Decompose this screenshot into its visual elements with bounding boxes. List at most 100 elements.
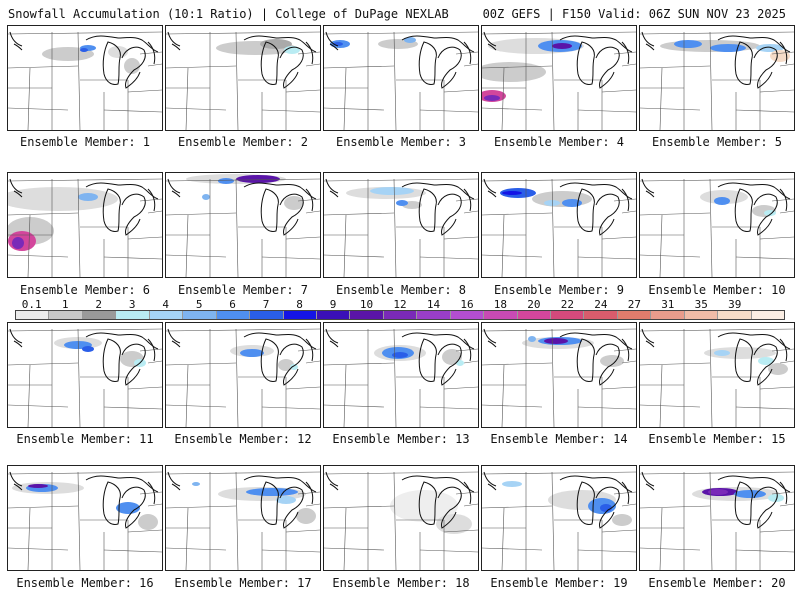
state-boundary	[640, 404, 701, 408]
state-boundary	[261, 406, 320, 410]
coastline	[559, 182, 633, 200]
coastline	[401, 182, 475, 200]
colorbar-swatch	[584, 311, 618, 319]
coastline	[171, 190, 181, 198]
snowfall-area	[202, 194, 210, 200]
great-lakes-outline	[167, 178, 317, 236]
snowfall-area	[116, 502, 140, 514]
state-boundary	[482, 547, 543, 551]
state-boundary	[601, 386, 636, 390]
state-boundary	[324, 65, 395, 69]
coastline	[595, 343, 620, 386]
colorbar-label: 9	[329, 298, 337, 311]
coastline	[576, 338, 595, 382]
map-panel-member-2	[165, 25, 321, 131]
snowfall-shading	[660, 40, 790, 62]
great-lakes-outline	[641, 328, 791, 386]
state-boundary	[779, 63, 794, 67]
colorbar-label: 5	[195, 298, 203, 311]
state-boundary	[463, 360, 478, 364]
map-panel-member-3	[323, 25, 479, 131]
state-boundary	[640, 505, 711, 509]
snowfall-area	[734, 490, 766, 498]
map-svg	[640, 178, 794, 277]
state-boundary	[147, 210, 162, 214]
state-boundary	[235, 328, 239, 427]
state-boundary	[166, 107, 227, 111]
state-boundaries	[324, 328, 478, 427]
state-boundary	[103, 256, 162, 260]
state-boundary	[577, 549, 636, 553]
state-boundary	[297, 348, 320, 352]
snowfall-area	[260, 39, 292, 49]
state-boundary	[640, 328, 794, 332]
member-13-caption: Ensemble Member: 13	[332, 432, 470, 446]
coastline	[167, 471, 181, 487]
snowfall-area	[714, 197, 730, 205]
state-boundary	[551, 31, 555, 130]
member-1-caption: Ensemble Member: 1	[19, 135, 151, 149]
state-boundary	[127, 236, 162, 240]
map-panel-member-16	[7, 465, 163, 571]
coastline	[243, 332, 317, 350]
state-boundary	[103, 549, 162, 553]
state-boundary	[235, 31, 239, 130]
colorbar-label: 3	[128, 298, 136, 311]
coastline	[243, 475, 317, 493]
state-boundary	[166, 362, 237, 366]
snowfall-shading	[692, 487, 784, 502]
snowfall-colorbar: 0.1 1 2 3 4 5 6 7 8 9 10 12 14 16 18 20 22 24 27 31 35 39	[15, 298, 785, 320]
state-boundary	[551, 178, 555, 277]
map-panel-member-12	[165, 322, 321, 428]
colorbar-label: 6	[229, 298, 236, 311]
map-svg	[324, 328, 478, 427]
coastline	[260, 41, 279, 85]
member-10-caption: Ensemble Member: 10	[648, 283, 786, 297]
state-boundaries	[640, 178, 794, 277]
coastline	[645, 43, 655, 51]
map-panel-member-8	[323, 172, 479, 278]
state-boundary	[640, 471, 794, 475]
state-boundary	[601, 529, 636, 533]
coastline	[645, 483, 655, 491]
coastline	[621, 188, 630, 212]
state-boundary	[324, 31, 478, 35]
state-boundary	[77, 178, 81, 277]
snowfall-area	[192, 482, 200, 486]
snowfall-area	[758, 357, 774, 365]
colorbar-label: 2	[95, 298, 102, 311]
state-boundary	[324, 328, 478, 332]
coastline	[418, 41, 437, 85]
coastline	[85, 35, 159, 53]
state-boundaries	[324, 471, 478, 570]
coastline	[418, 188, 437, 232]
coastline	[147, 481, 156, 505]
state-boundary	[297, 198, 320, 202]
state-boundary	[166, 31, 320, 35]
snowfall-area	[600, 504, 612, 512]
state-boundary	[577, 109, 636, 113]
state-boundary	[640, 254, 701, 258]
state-boundary	[709, 471, 713, 570]
state-boundary	[659, 67, 663, 130]
state-boundary	[482, 212, 553, 216]
member-14-caption: Ensemble Member: 14	[490, 432, 628, 446]
state-boundary	[185, 507, 189, 570]
snowfall-area	[284, 196, 304, 210]
snowfall-area	[80, 48, 88, 52]
state-boundary	[343, 214, 347, 277]
coastline	[437, 46, 462, 89]
coastline	[171, 340, 181, 348]
great-lakes-outline	[9, 31, 159, 89]
state-boundary	[393, 31, 397, 130]
state-boundary	[709, 328, 713, 427]
colorbar-swatch	[517, 311, 551, 319]
member-17-caption: Ensemble Member: 17	[174, 576, 312, 590]
coastline	[418, 338, 437, 382]
great-lakes-outline	[483, 178, 633, 236]
map-panel-member-15	[639, 322, 795, 428]
state-boundary	[640, 362, 711, 366]
state-boundary	[640, 65, 711, 69]
snowfall-shading	[54, 337, 146, 367]
snowfall-area	[396, 200, 408, 206]
